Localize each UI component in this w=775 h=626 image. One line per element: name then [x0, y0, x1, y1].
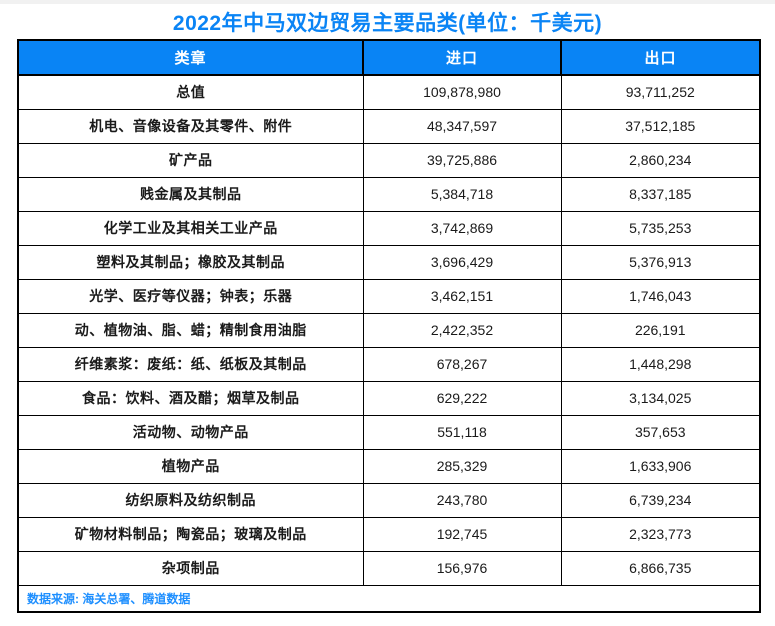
header-row: 类章 进口 出口 — [17, 39, 761, 76]
category-cell: 活动物、动物产品 — [17, 414, 364, 450]
table-row: 食品：饮料、酒及醋；烟草及制品 629,222 3,134,025 — [17, 380, 761, 416]
export-cell: 2,860,234 — [560, 142, 761, 178]
category-cell: 机电、音像设备及其零件、附件 — [17, 108, 364, 144]
category-cell: 食品：饮料、酒及醋；烟草及制品 — [17, 380, 364, 416]
category-cell: 矿物材料制品；陶瓷品；玻璃及制品 — [17, 516, 364, 552]
trade-table: 类章 进口 出口 总值 109,878,980 93,711,252 机电、音像… — [17, 39, 761, 613]
import-cell: 629,222 — [362, 380, 562, 416]
column-header-import: 进口 — [362, 39, 562, 76]
import-cell: 3,742,869 — [362, 210, 562, 246]
table-row: 矿物材料制品；陶瓷品；玻璃及制品 192,745 2,323,773 — [17, 516, 761, 552]
category-cell: 动、植物油、脂、蜡；精制食用油脂 — [17, 312, 364, 348]
category-cell: 光学、医疗等仪器；钟表；乐器 — [17, 278, 364, 314]
table-row: 矿产品 39,725,886 2,860,234 — [17, 142, 761, 178]
table-row: 动、植物油、脂、蜡；精制食用油脂 2,422,352 226,191 — [17, 312, 761, 348]
export-cell: 1,746,043 — [560, 278, 761, 314]
page-title: 2022年中马双边贸易主要品类(单位：千美元) — [172, 12, 603, 35]
table-row: 塑料及其制品；橡胶及其制品 3,696,429 5,376,913 — [17, 244, 761, 280]
table-row: 杂项制品 156,976 6,866,735 — [17, 550, 761, 586]
column-header-category: 类章 — [17, 39, 364, 76]
export-cell: 8,337,185 — [560, 176, 761, 212]
source-row: 数据来源: 海关总署、腾道数据 — [17, 584, 761, 613]
table-row: 化学工业及其相关工业产品 3,742,869 5,735,253 — [17, 210, 761, 246]
export-cell: 37,512,185 — [560, 108, 761, 144]
export-cell: 6,739,234 — [560, 482, 761, 518]
table-row: 纺织原料及纺织制品 243,780 6,739,234 — [17, 482, 761, 518]
category-cell: 总值 — [17, 74, 364, 110]
data-source-note: 数据来源: 海关总署、腾道数据 — [17, 584, 761, 613]
import-cell: 678,267 — [362, 346, 562, 382]
column-header-export: 出口 — [560, 39, 761, 76]
category-cell: 贱金属及其制品 — [17, 176, 364, 212]
export-cell: 5,376,913 — [560, 244, 761, 280]
export-cell: 357,653 — [560, 414, 761, 450]
top-border-strip — [0, 0, 775, 4]
export-cell: 1,633,906 — [560, 448, 761, 484]
category-cell: 植物产品 — [17, 448, 364, 484]
import-cell: 48,347,597 — [362, 108, 562, 144]
import-cell: 3,696,429 — [362, 244, 562, 280]
import-cell: 192,745 — [362, 516, 562, 552]
export-cell: 5,735,253 — [560, 210, 761, 246]
export-cell: 93,711,252 — [560, 74, 761, 110]
table-row: 光学、医疗等仪器；钟表；乐器 3,462,151 1,746,043 — [17, 278, 761, 314]
table-row: 贱金属及其制品 5,384,718 8,337,185 — [17, 176, 761, 212]
import-cell: 3,462,151 — [362, 278, 562, 314]
import-cell: 156,976 — [362, 550, 562, 586]
export-cell: 1,448,298 — [560, 346, 761, 382]
category-cell: 杂项制品 — [17, 550, 364, 586]
category-cell: 塑料及其制品；橡胶及其制品 — [17, 244, 364, 280]
import-cell: 285,329 — [362, 448, 562, 484]
import-cell: 109,878,980 — [362, 74, 562, 110]
category-cell: 矿产品 — [17, 142, 364, 178]
export-cell: 6,866,735 — [560, 550, 761, 586]
export-cell: 2,323,773 — [560, 516, 761, 552]
export-cell: 226,191 — [560, 312, 761, 348]
table-row: 活动物、动物产品 551,118 357,653 — [17, 414, 761, 450]
category-cell: 纤维素浆：废纸：纸、纸板及其制品 — [17, 346, 364, 382]
category-cell: 纺织原料及纺织制品 — [17, 482, 364, 518]
import-cell: 5,384,718 — [362, 176, 562, 212]
table-row: 纤维素浆：废纸：纸、纸板及其制品 678,267 1,448,298 — [17, 346, 761, 382]
table-row: 总值 109,878,980 93,711,252 — [17, 74, 761, 110]
import-cell: 551,118 — [362, 414, 562, 450]
import-cell: 2,422,352 — [362, 312, 562, 348]
table-row: 植物产品 285,329 1,633,906 — [17, 448, 761, 484]
table-row: 机电、音像设备及其零件、附件 48,347,597 37,512,185 — [17, 108, 761, 144]
import-cell: 243,780 — [362, 482, 562, 518]
export-cell: 3,134,025 — [560, 380, 761, 416]
category-cell: 化学工业及其相关工业产品 — [17, 210, 364, 246]
import-cell: 39,725,886 — [362, 142, 562, 178]
